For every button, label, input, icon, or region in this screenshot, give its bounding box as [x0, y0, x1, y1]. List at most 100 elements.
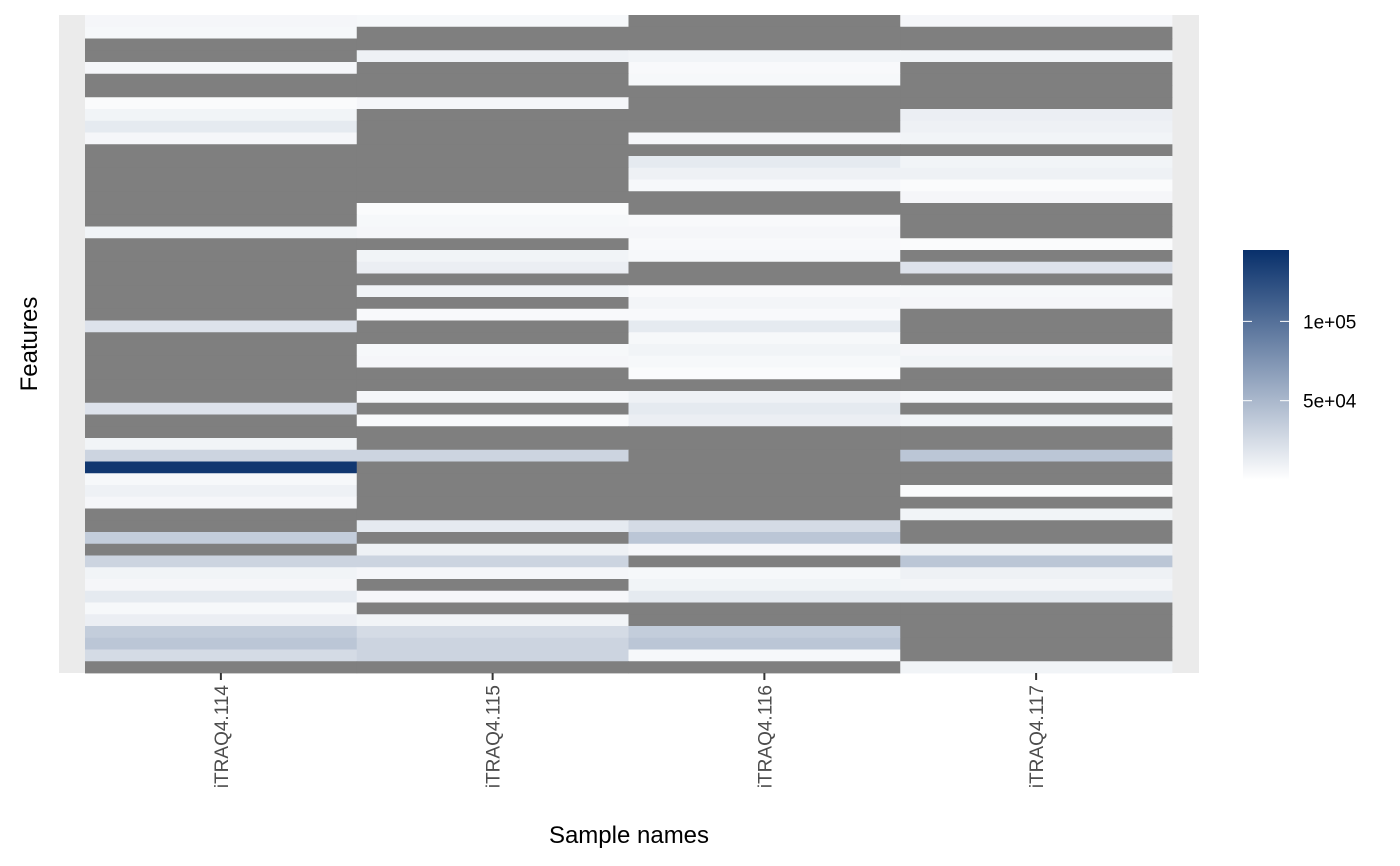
- x-tick-label: iTRAQ4.116: [755, 685, 776, 788]
- heatmap-cell: [628, 62, 901, 75]
- heatmap-cell: [85, 438, 358, 451]
- heatmap-cell: [628, 590, 901, 603]
- heatmap-cell: [628, 85, 901, 98]
- heatmap-cell: [356, 285, 629, 298]
- heatmap-cell: [628, 179, 901, 192]
- heatmap-cell: [628, 226, 901, 239]
- heatmap-cell: [356, 473, 629, 486]
- heatmap-cell: [900, 508, 1173, 521]
- heatmap-cell: [628, 26, 901, 39]
- heatmap-cell: [356, 555, 629, 568]
- heatmap-cell: [85, 332, 358, 345]
- heatmap-cell: [85, 226, 358, 239]
- heatmap-cell: [356, 15, 629, 28]
- heatmap-cell: [628, 426, 901, 439]
- heatmap-cell: [356, 602, 629, 615]
- heatmap-cell: [356, 496, 629, 509]
- heatmap-cell: [900, 532, 1173, 545]
- heatmap-cell: [900, 579, 1173, 592]
- heatmap-cell: [900, 191, 1173, 204]
- x-tick-label: iTRAQ4.115: [484, 685, 505, 788]
- heatmap-cell: [85, 661, 358, 674]
- heatmap-cell: [628, 402, 901, 415]
- heatmap-cell: [356, 62, 629, 75]
- heatmap-cell: [356, 85, 629, 98]
- legend-tick-label: 5e+04: [1303, 392, 1357, 413]
- heatmap-cell: [628, 132, 901, 145]
- heatmap-cell: [85, 637, 358, 650]
- heatmap-cell: [356, 156, 629, 169]
- heatmap-cell: [628, 602, 901, 615]
- heatmap-cell: [85, 496, 358, 509]
- heatmap-cell: [356, 214, 629, 227]
- heatmap-cell: [356, 355, 629, 368]
- heatmap-cell: [356, 391, 629, 404]
- heatmap-cell: [85, 379, 358, 392]
- heatmap-cell: [628, 355, 901, 368]
- heatmap-cell: [900, 414, 1173, 427]
- legend-ticks: 5e+04 1e+05: [1243, 312, 1357, 413]
- heatmap-cell: [628, 637, 901, 650]
- heatmap-cell: [85, 391, 358, 404]
- heatmap-cell: [356, 426, 629, 439]
- heatmap-cell: [900, 496, 1173, 509]
- heatmap-cell: [628, 38, 901, 51]
- heatmap-cell: [356, 297, 629, 310]
- heatmap-cell: [85, 567, 358, 580]
- heatmap-cell: [900, 614, 1173, 627]
- heatmap-cell: [628, 532, 901, 545]
- heatmap-cell: [628, 555, 901, 568]
- heatmap-cell: [356, 532, 629, 545]
- heatmap-cell: [628, 109, 901, 122]
- legend-colorbar: [1243, 250, 1289, 480]
- heatmap-cell: [900, 62, 1173, 75]
- heatmap-cell: [356, 543, 629, 556]
- heatmap-cell: [356, 320, 629, 333]
- heatmap-cell: [85, 191, 358, 204]
- heatmap-cell: [85, 308, 358, 321]
- heatmap-cell: [628, 250, 901, 263]
- heatmap-cell: [900, 543, 1173, 556]
- heatmap-cell: [628, 649, 901, 662]
- heatmap-cell: [900, 402, 1173, 415]
- heatmap-cell: [85, 144, 358, 157]
- heatmap-cell: [356, 179, 629, 192]
- heatmap-cell: [356, 273, 629, 286]
- heatmap-cell: [356, 344, 629, 357]
- heatmap-cell: [900, 226, 1173, 239]
- heatmap-cell: [85, 355, 358, 368]
- heatmap-cell: [628, 614, 901, 627]
- heatmap-cell: [85, 97, 358, 110]
- heatmap-cell: [85, 344, 358, 357]
- heatmap-cell: [900, 250, 1173, 263]
- heatmap-cell: [628, 391, 901, 404]
- heatmap-cell: [356, 144, 629, 157]
- heatmap-cell: [900, 73, 1173, 86]
- heatmap-cell: [85, 156, 358, 169]
- heatmap-cell: [85, 320, 358, 333]
- x-tick-label: iTRAQ4.117: [1027, 685, 1048, 788]
- heatmap-cell: [900, 520, 1173, 533]
- heatmap-cell: [628, 120, 901, 133]
- heatmap-cell: [85, 614, 358, 627]
- heatmap-cell: [356, 132, 629, 145]
- heatmap-cell: [628, 661, 901, 674]
- heatmap-cell: [900, 367, 1173, 380]
- heatmap-cell: [85, 626, 358, 639]
- heatmap-cell: [628, 191, 901, 204]
- heatmap-cell: [628, 520, 901, 533]
- x-axis: iTRAQ4.114 iTRAQ4.115 iTRAQ4.116 iTRAQ4.117: [212, 673, 1048, 788]
- heatmap-cell: [356, 367, 629, 380]
- heatmap-cell: [85, 167, 358, 180]
- heatmap-cell: [900, 273, 1173, 286]
- heatmap-cell: [628, 438, 901, 451]
- heatmap-cell: [900, 637, 1173, 650]
- heatmap-cell: [628, 320, 901, 333]
- heatmap-cell: [628, 285, 901, 298]
- heatmap-cell: [85, 508, 358, 521]
- heatmap-cell: [900, 120, 1173, 133]
- heatmap-cell: [85, 50, 358, 63]
- x-tick-label: iTRAQ4.114: [212, 685, 233, 789]
- heatmap-cell: [900, 50, 1173, 63]
